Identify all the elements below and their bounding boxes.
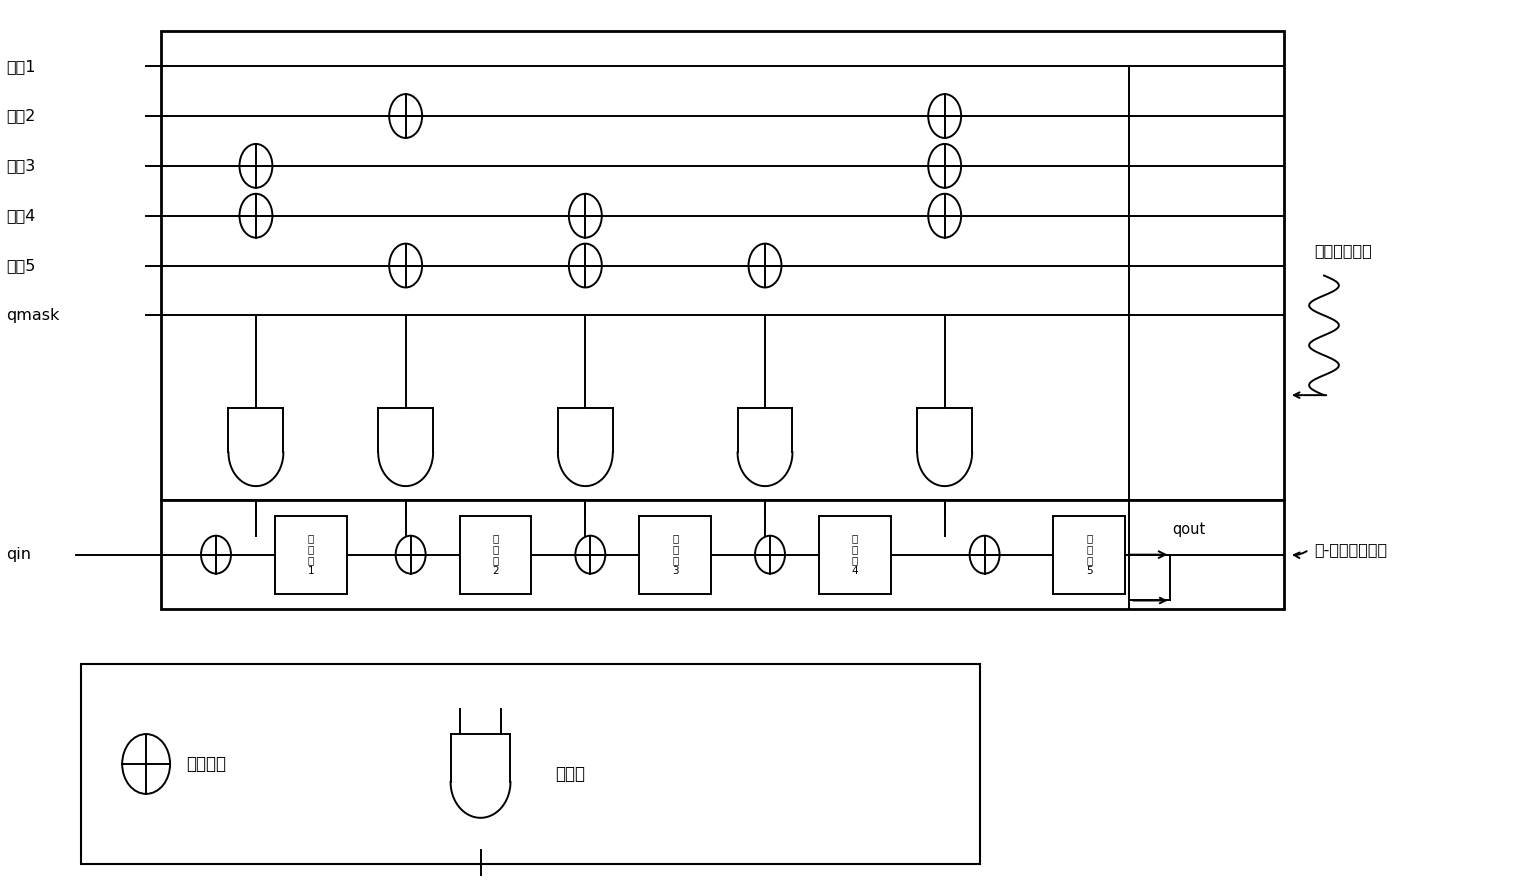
Text: 寄
存
器
3: 寄 存 器 3	[673, 533, 679, 576]
Text: qin: qin	[6, 547, 31, 562]
Bar	[1054, 516, 1125, 593]
Bar	[460, 516, 531, 593]
Bar	[82, 664, 980, 863]
Text: 寄
存
器
5: 寄 存 器 5	[1087, 533, 1093, 576]
Text: qmask: qmask	[6, 308, 60, 323]
Text: 响应扩散网络: 响应扩散网络	[1314, 243, 1371, 258]
Text: 输入4: 输入4	[6, 209, 35, 224]
Bar	[639, 516, 711, 593]
Bar	[275, 516, 346, 593]
Bar	[819, 516, 891, 593]
Bar	[162, 32, 1284, 500]
Text: 寄
存
器
1: 寄 存 器 1	[308, 533, 314, 576]
Text: 输入3: 输入3	[6, 158, 35, 173]
Text: qout: qout	[1173, 522, 1205, 537]
Text: 输入1: 输入1	[6, 59, 35, 74]
Text: 输入5: 输入5	[6, 258, 35, 273]
Text: 商-移位寄存器链: 商-移位寄存器链	[1314, 542, 1387, 557]
Text: ：与门: ：与门	[556, 765, 585, 783]
Text: 输入2: 输入2	[6, 108, 35, 123]
Text: 寄
存
器
2: 寄 存 器 2	[492, 533, 499, 576]
Text: 寄
存
器
4: 寄 存 器 4	[851, 533, 859, 576]
Bar	[162, 500, 1284, 610]
Text: ：异或门: ：异或门	[186, 755, 226, 773]
